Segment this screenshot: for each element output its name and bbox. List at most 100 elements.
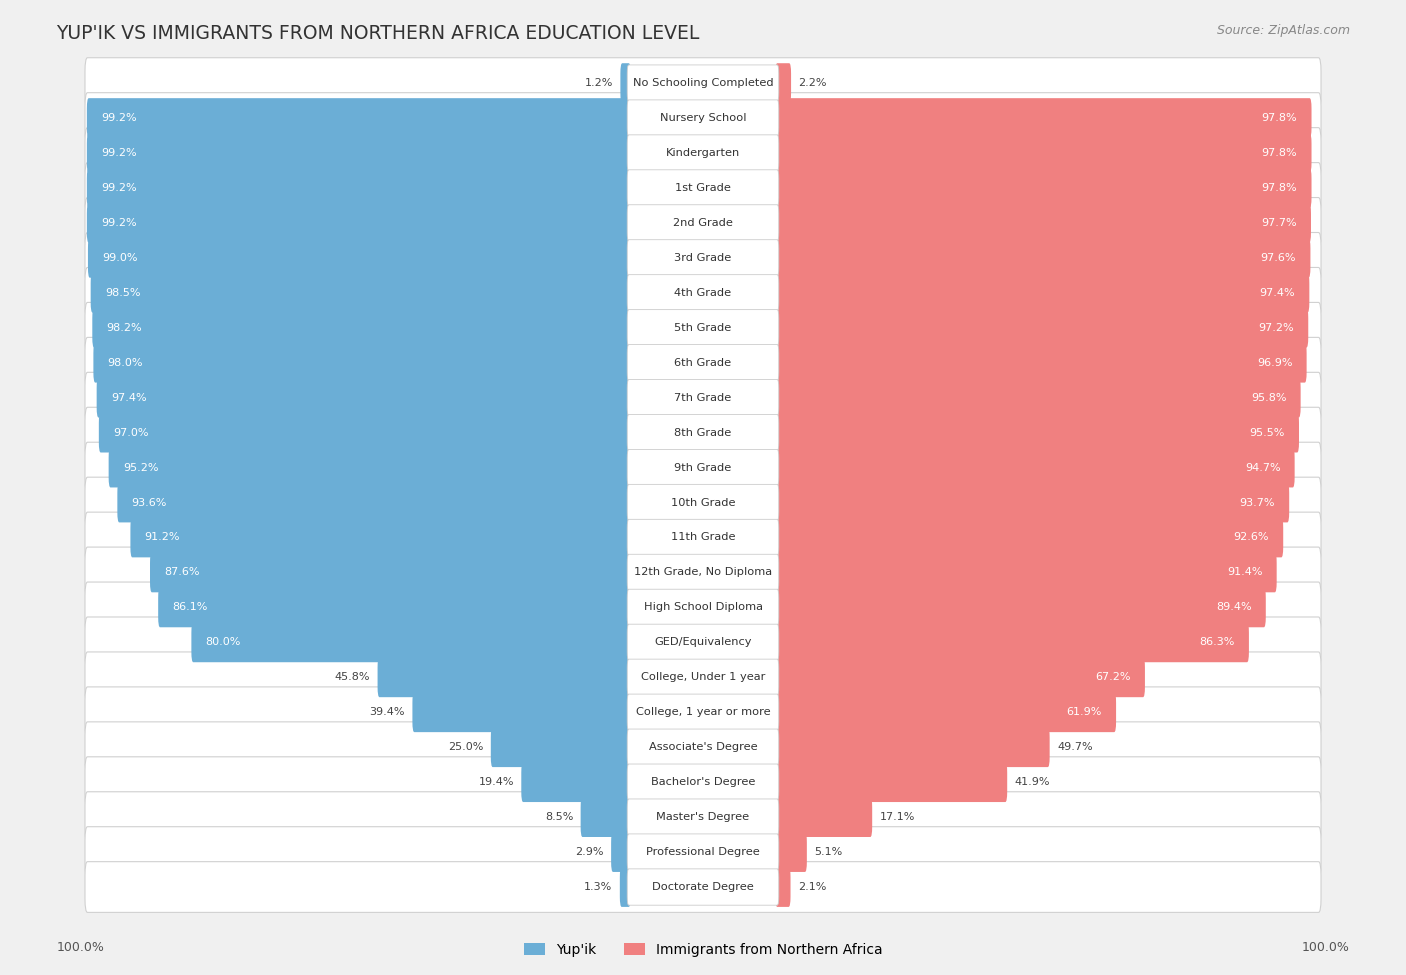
- Text: 25.0%: 25.0%: [449, 742, 484, 753]
- FancyBboxPatch shape: [627, 520, 779, 556]
- FancyBboxPatch shape: [627, 414, 779, 450]
- Text: 97.4%: 97.4%: [1260, 288, 1295, 297]
- FancyBboxPatch shape: [84, 827, 1322, 878]
- Text: 1.3%: 1.3%: [583, 882, 613, 892]
- FancyBboxPatch shape: [627, 379, 779, 416]
- FancyBboxPatch shape: [84, 477, 1322, 527]
- Text: 19.4%: 19.4%: [478, 777, 513, 787]
- FancyBboxPatch shape: [627, 729, 779, 765]
- Text: 4th Grade: 4th Grade: [675, 288, 731, 297]
- FancyBboxPatch shape: [108, 448, 631, 488]
- FancyBboxPatch shape: [491, 727, 631, 767]
- FancyBboxPatch shape: [775, 553, 1277, 593]
- FancyBboxPatch shape: [84, 267, 1322, 318]
- Text: 99.2%: 99.2%: [101, 148, 136, 158]
- Text: No Schooling Completed: No Schooling Completed: [633, 78, 773, 88]
- Text: 39.4%: 39.4%: [370, 707, 405, 718]
- Text: 41.9%: 41.9%: [1015, 777, 1050, 787]
- FancyBboxPatch shape: [775, 343, 1306, 382]
- Text: 10th Grade: 10th Grade: [671, 497, 735, 508]
- Text: 97.6%: 97.6%: [1261, 253, 1296, 263]
- FancyBboxPatch shape: [87, 98, 631, 137]
- Text: 86.1%: 86.1%: [173, 603, 208, 612]
- FancyBboxPatch shape: [84, 93, 1322, 143]
- FancyBboxPatch shape: [775, 833, 807, 872]
- Text: 100.0%: 100.0%: [1302, 941, 1350, 954]
- FancyBboxPatch shape: [84, 582, 1322, 633]
- FancyBboxPatch shape: [84, 757, 1322, 807]
- Text: 98.0%: 98.0%: [108, 358, 143, 368]
- Text: 6th Grade: 6th Grade: [675, 358, 731, 368]
- FancyBboxPatch shape: [84, 547, 1322, 598]
- Text: 87.6%: 87.6%: [165, 567, 200, 577]
- Text: Professional Degree: Professional Degree: [647, 847, 759, 857]
- FancyBboxPatch shape: [378, 657, 631, 697]
- FancyBboxPatch shape: [627, 485, 779, 521]
- Text: 67.2%: 67.2%: [1095, 673, 1130, 682]
- FancyBboxPatch shape: [620, 867, 631, 907]
- Text: College, Under 1 year: College, Under 1 year: [641, 673, 765, 682]
- Text: 98.5%: 98.5%: [105, 288, 141, 297]
- FancyBboxPatch shape: [627, 344, 779, 381]
- FancyBboxPatch shape: [627, 310, 779, 346]
- FancyBboxPatch shape: [191, 622, 631, 662]
- FancyBboxPatch shape: [84, 302, 1322, 353]
- Text: 92.6%: 92.6%: [1233, 532, 1270, 542]
- Text: 91.2%: 91.2%: [145, 532, 180, 542]
- FancyBboxPatch shape: [612, 833, 631, 872]
- FancyBboxPatch shape: [84, 652, 1322, 703]
- Text: 2.2%: 2.2%: [799, 78, 827, 88]
- Text: Kindergarten: Kindergarten: [666, 148, 740, 158]
- FancyBboxPatch shape: [84, 58, 1322, 108]
- FancyBboxPatch shape: [627, 135, 779, 172]
- FancyBboxPatch shape: [627, 834, 779, 871]
- Text: Source: ZipAtlas.com: Source: ZipAtlas.com: [1216, 24, 1350, 37]
- Text: 49.7%: 49.7%: [1057, 742, 1092, 753]
- Text: Doctorate Degree: Doctorate Degree: [652, 882, 754, 892]
- FancyBboxPatch shape: [775, 134, 1312, 173]
- FancyBboxPatch shape: [84, 792, 1322, 842]
- Text: 97.2%: 97.2%: [1258, 323, 1294, 332]
- Text: 2nd Grade: 2nd Grade: [673, 217, 733, 228]
- Text: 5.1%: 5.1%: [814, 847, 842, 857]
- FancyBboxPatch shape: [775, 622, 1249, 662]
- FancyBboxPatch shape: [775, 727, 1050, 767]
- FancyBboxPatch shape: [627, 869, 779, 905]
- FancyBboxPatch shape: [775, 867, 790, 907]
- FancyBboxPatch shape: [581, 798, 631, 837]
- FancyBboxPatch shape: [775, 762, 1007, 802]
- FancyBboxPatch shape: [84, 163, 1322, 214]
- Text: 99.2%: 99.2%: [101, 183, 136, 193]
- Text: 61.9%: 61.9%: [1067, 707, 1102, 718]
- FancyBboxPatch shape: [627, 694, 779, 730]
- Text: 7th Grade: 7th Grade: [675, 393, 731, 403]
- FancyBboxPatch shape: [627, 764, 779, 800]
- Text: 97.4%: 97.4%: [111, 393, 146, 403]
- FancyBboxPatch shape: [89, 238, 631, 278]
- Text: 1.2%: 1.2%: [585, 78, 613, 88]
- FancyBboxPatch shape: [775, 98, 1312, 137]
- FancyBboxPatch shape: [627, 554, 779, 591]
- Text: Bachelor's Degree: Bachelor's Degree: [651, 777, 755, 787]
- FancyBboxPatch shape: [412, 692, 631, 732]
- FancyBboxPatch shape: [84, 128, 1322, 178]
- FancyBboxPatch shape: [150, 553, 631, 593]
- FancyBboxPatch shape: [775, 168, 1312, 208]
- FancyBboxPatch shape: [627, 589, 779, 626]
- FancyBboxPatch shape: [84, 617, 1322, 668]
- FancyBboxPatch shape: [93, 308, 631, 348]
- FancyBboxPatch shape: [84, 862, 1322, 913]
- FancyBboxPatch shape: [620, 63, 631, 103]
- FancyBboxPatch shape: [775, 518, 1284, 558]
- FancyBboxPatch shape: [627, 275, 779, 311]
- Text: 95.2%: 95.2%: [122, 462, 159, 473]
- FancyBboxPatch shape: [117, 483, 631, 523]
- FancyBboxPatch shape: [627, 205, 779, 241]
- FancyBboxPatch shape: [84, 198, 1322, 249]
- Legend: Yup'ik, Immigrants from Northern Africa: Yup'ik, Immigrants from Northern Africa: [523, 943, 883, 957]
- FancyBboxPatch shape: [775, 203, 1310, 243]
- FancyBboxPatch shape: [627, 99, 779, 136]
- Text: 8.5%: 8.5%: [546, 812, 574, 822]
- Text: 1st Grade: 1st Grade: [675, 183, 731, 193]
- Text: 97.0%: 97.0%: [112, 428, 149, 438]
